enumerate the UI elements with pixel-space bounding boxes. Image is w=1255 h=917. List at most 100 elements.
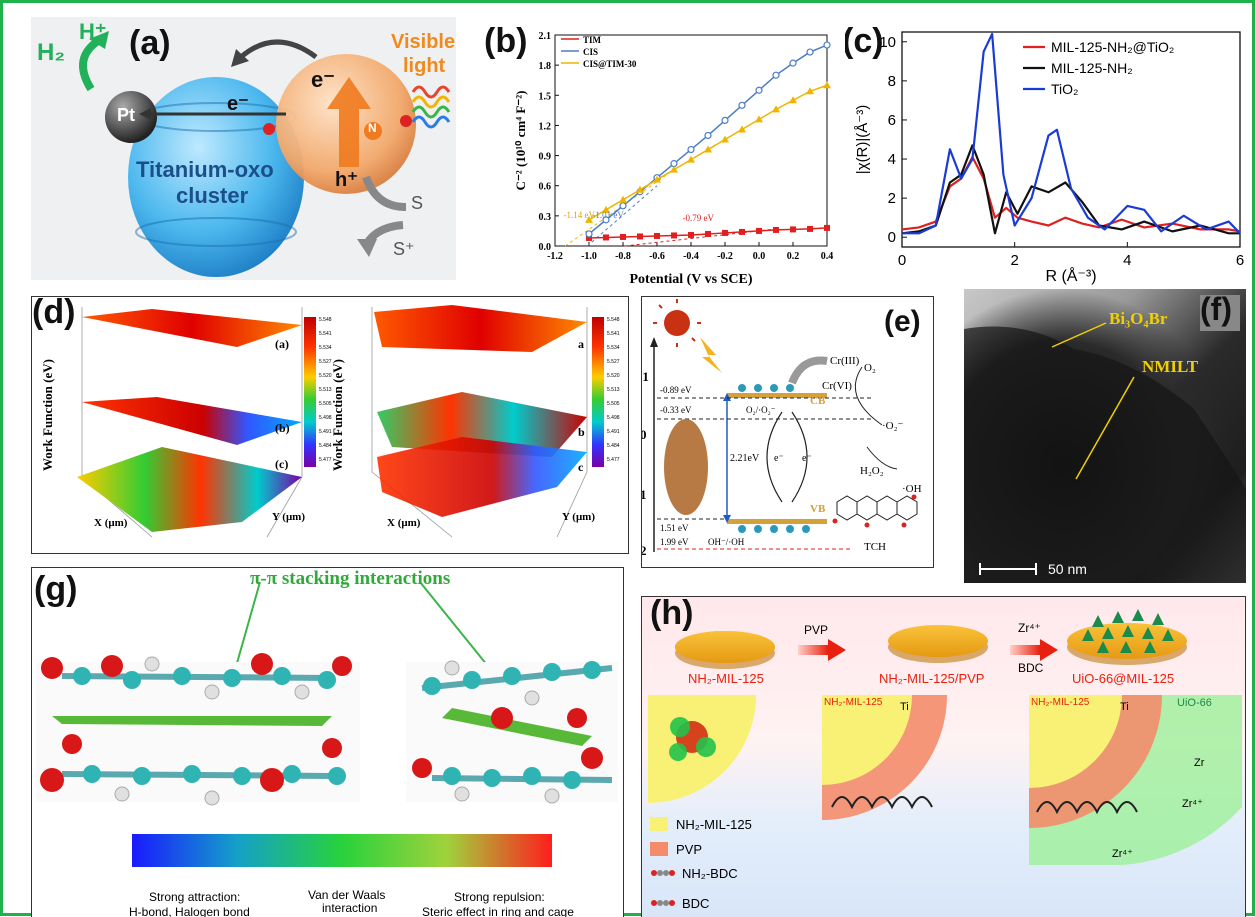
d-scale-ticks-right: 5.548 5.541 5.534 5.527 5.520 5.513 5.50…: [607, 313, 620, 467]
data-point: [739, 228, 745, 235]
sun-icon: [664, 310, 690, 336]
legend-label: MIL-125-NH₂@TiO₂: [1051, 39, 1174, 55]
legend-label: CIS@TIM-30: [583, 59, 637, 69]
data-point: [721, 135, 729, 143]
x-tick-label: -0.2: [717, 251, 733, 262]
rdg-color-scale: [132, 834, 552, 867]
e-axis-1: 1: [642, 487, 647, 503]
data-point: [823, 81, 831, 89]
y-tick-label: 0: [888, 229, 896, 246]
h-disk2-label: NH₂-MIL-125/PVP: [879, 671, 985, 686]
y-axis-label: |χ(R)|(Å⁻³): [854, 105, 871, 174]
surface-b-left: [82, 397, 302, 445]
data-point: [585, 230, 593, 238]
data-point: [806, 48, 814, 56]
scale-tick: 5.527: [319, 359, 332, 365]
h-disk1-label: NH₂-MIL-125: [688, 671, 764, 686]
y-tick-label: 0.0: [539, 242, 552, 253]
e-cr6: Cr(VI): [822, 380, 852, 392]
data-point: [722, 229, 728, 236]
e-o2minus: ·O₂⁻: [882, 420, 904, 432]
cb-bar: [727, 393, 827, 398]
y-tick-label: 10: [879, 34, 896, 51]
e-lvl-199: 1.99 eV: [660, 537, 689, 547]
scale-tick: 5.541: [607, 331, 620, 337]
data-point: [824, 224, 830, 231]
scale-tick: 5.513: [607, 387, 620, 393]
data-point: [586, 234, 592, 241]
e-tch: TCH: [864, 541, 886, 553]
panel-a-label: (a): [129, 24, 171, 62]
e-cr3: Cr(III): [830, 355, 860, 367]
data-point: [773, 226, 779, 233]
data-point: [620, 233, 626, 240]
scale-tick: 5.505: [319, 401, 332, 407]
scale-tick: 5.520: [607, 373, 620, 379]
panel-e: (e) Cr(III) Cr(VI) O₂ ·O₂⁻ H₂O₂ ·OH TCH …: [641, 296, 934, 568]
scale-tick: 5.548: [607, 317, 620, 323]
data-point: [619, 202, 627, 210]
panel-e-label: (e): [884, 305, 921, 338]
scale-tick: 5.477: [607, 457, 620, 463]
e-axis-m1: -1: [642, 369, 649, 384]
n-label: N: [368, 121, 377, 135]
e-oh-pair: OH⁻/·OH: [708, 537, 745, 547]
panel-d-ylabel-left: Work Function (eV): [39, 359, 55, 471]
series-line: [901, 144, 1240, 235]
lightning-icon: [700, 337, 722, 373]
visible-light-wave: [411, 85, 451, 129]
hplus-label: H⁺: [79, 19, 107, 44]
panel-h-schematic: [648, 609, 1242, 906]
e-o2: O₂: [864, 362, 876, 374]
scale-tick: 5.513: [319, 387, 332, 393]
legend-swatch-pvp: [650, 842, 668, 856]
x-axis-label: R (Å⁻³): [1045, 266, 1096, 285]
panel-f: (f) Bi₃O₄Br NMILT 50 nm: [964, 289, 1246, 583]
h2-label: H₂: [37, 39, 65, 66]
panel-c-label: (c): [845, 22, 884, 60]
d-xaxis-right: X (μm): [387, 517, 421, 529]
d-yaxis-right: Y (μm): [562, 511, 596, 523]
h-q2-label: NH₂-MIL-125: [824, 697, 883, 708]
x-tick-label: 0.4: [821, 251, 834, 262]
data-point: [755, 86, 763, 94]
data-point: [654, 232, 660, 239]
cluster-label-1: Titanium-oxo: [136, 157, 274, 182]
annotation-label: -0.79 eV: [683, 213, 715, 223]
h-bdc-arrow-label: BDC: [1018, 661, 1044, 675]
d-layer-b: (b): [275, 421, 290, 435]
surface-c-right: [377, 437, 587, 517]
data-point: [772, 105, 780, 113]
surface-b-right: [377, 392, 587, 457]
annotation-label: -1.14 eV: [564, 210, 596, 220]
data-point: [687, 155, 695, 163]
legend-icon-bdc: [651, 900, 675, 906]
h-zr4-label-2: Zr⁴⁺: [1112, 848, 1133, 860]
x-tick-label: -1.0: [581, 251, 597, 262]
surface-a-right: [374, 305, 587, 352]
g-title: π-π stacking interactions: [250, 568, 451, 589]
y-tick-label: 0.6: [539, 182, 552, 193]
x-tick-label: 0.0: [753, 251, 766, 262]
x-tick-label: -0.6: [649, 251, 665, 262]
e-axis-0: 0: [642, 427, 647, 443]
scale-tick: 5.505: [607, 401, 620, 407]
data-point: [738, 101, 746, 109]
y-tick-label: 2: [888, 190, 896, 207]
data-point: [653, 175, 661, 183]
panel-g-structures: [36, 581, 618, 867]
d-yaxis-left: Y (μm): [272, 511, 306, 523]
chart-c: 0 2 4 6 0 2 4 6 8 10 R (Å⁻³) |χ(R)|(Å⁻³) MIL-125-NH₂…: [854, 31, 1244, 285]
x-axis-label: Potential (V vs SCE): [629, 272, 752, 287]
surface-c-left: [77, 447, 302, 532]
y-tick-label: 1.2: [539, 121, 552, 132]
tch-molecule: [836, 495, 918, 521]
e-lvl-089: -0.89 eV: [660, 385, 692, 395]
d-layer-a: (a): [275, 337, 289, 351]
g-strong-attraction: Strong attraction:: [149, 890, 241, 904]
scale-tick: 5.498: [607, 415, 620, 421]
e-e2: e⁻: [802, 453, 812, 464]
panel-g-label: (g): [34, 570, 78, 608]
data-point: [687, 145, 695, 154]
legend-label: TiO₂: [1051, 81, 1078, 97]
